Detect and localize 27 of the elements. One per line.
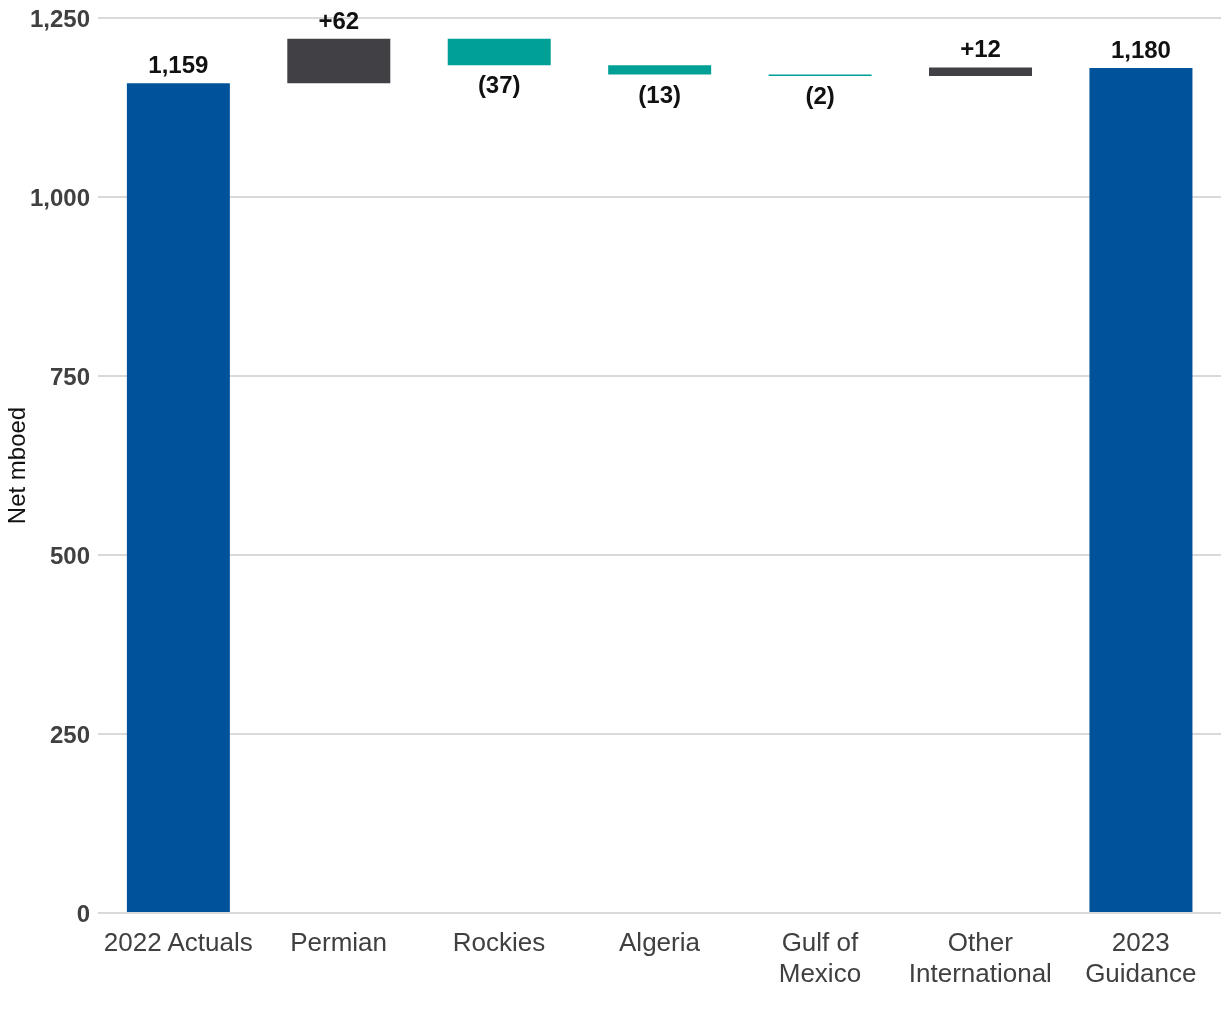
x-tick-label: Rockies [452, 927, 546, 957]
x-tick-label: 2023 Guidance [1085, 927, 1197, 988]
data-label: +62 [318, 6, 360, 34]
y-tick-label: 500 [49, 541, 90, 569]
y-tick-label: 250 [49, 720, 90, 748]
bar [608, 65, 712, 75]
data-label: (37) [477, 71, 521, 99]
bar [929, 67, 1033, 76]
x-tick-label: Other International [908, 927, 1052, 988]
data-label: 1,159 [148, 51, 209, 79]
y-tick-label: 0 [76, 899, 90, 927]
x-tick-label: Permian [290, 927, 388, 957]
bar [1089, 68, 1193, 913]
x-tick-label: 2022 Actuals [103, 927, 253, 957]
y-axis-title: Net mboed [2, 406, 30, 525]
data-label: +12 [960, 35, 1001, 63]
data-label: (2) [805, 82, 835, 109]
x-tick-label: Gulf of Mexico [778, 927, 862, 988]
x-tick-label: Algeria [619, 927, 701, 957]
bar [287, 38, 391, 84]
data-label: (13) [638, 80, 682, 108]
y-tick-label: 750 [49, 362, 90, 390]
y-tick-label: 1,250 [29, 4, 90, 32]
bar [126, 83, 230, 913]
y-tick-label: 1,000 [29, 183, 90, 211]
bar [447, 38, 551, 66]
data-label: 1,180 [1110, 36, 1171, 64]
